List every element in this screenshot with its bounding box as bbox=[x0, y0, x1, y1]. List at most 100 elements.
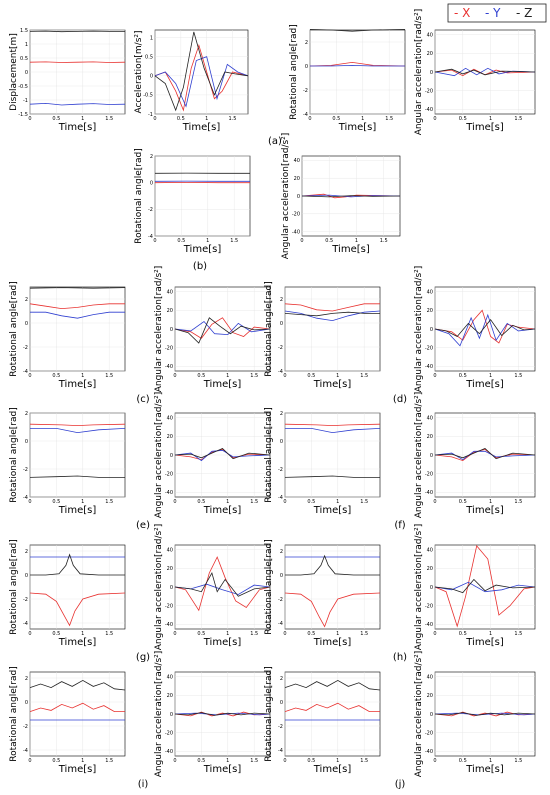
y-tick-label: -2 bbox=[23, 467, 28, 473]
x-tick-label: 0.5 bbox=[459, 116, 467, 122]
y-tick-label: 0 bbox=[430, 585, 433, 591]
x-tick-label: 0.5 bbox=[52, 373, 60, 379]
x-axis-label: Time[s] bbox=[313, 379, 352, 390]
series-line-y bbox=[434, 581, 536, 593]
y-tick-label: -40 bbox=[165, 490, 173, 496]
series-line-x bbox=[434, 545, 536, 628]
y-axis-label: Rotational angle[rad] bbox=[264, 407, 274, 502]
series-line-y bbox=[30, 311, 125, 319]
plot-frame bbox=[29, 544, 126, 630]
y-tick-label: 2 bbox=[280, 549, 283, 555]
y-tick-label: 2 bbox=[280, 676, 283, 682]
y-axis-label: Rotational angle[rad] bbox=[264, 281, 274, 376]
y-axis-label: Angular acceleration[rad/s²] bbox=[414, 266, 424, 393]
y-tick-label: -4 bbox=[23, 748, 28, 754]
label-e: (e) bbox=[136, 520, 150, 531]
y-tick-label: 0 bbox=[280, 700, 283, 706]
x-axis-label: Time[s] bbox=[203, 764, 242, 775]
legend-entry-y: - Y bbox=[485, 6, 501, 20]
y-axis-label: Rotational angle[rad] bbox=[9, 539, 19, 634]
label-f: (f) bbox=[394, 520, 405, 531]
x-tick-label: 0 bbox=[433, 116, 436, 122]
series-line-y bbox=[434, 450, 536, 461]
series-line-z bbox=[284, 311, 380, 317]
x-tick-label: 1 bbox=[489, 373, 492, 379]
y-tick-label: -4 bbox=[23, 495, 28, 501]
y-axis-label: Rotational angle[rad] bbox=[289, 24, 299, 119]
series-line-z bbox=[434, 712, 536, 716]
panel-c2: -40 -20 0 20 40 0 0.5 1 1.5 Time[s] Angular accele… bbox=[154, 266, 271, 393]
x-tick-label: 0.5 bbox=[52, 631, 60, 637]
x-axis-label: Time[s] bbox=[58, 379, 97, 390]
x-axis-label: Time[s] bbox=[465, 505, 504, 516]
series-line-y bbox=[434, 313, 536, 347]
y-tick-label: 1 bbox=[150, 35, 153, 41]
x-tick-label: 1.5 bbox=[514, 758, 522, 764]
series-line-z bbox=[434, 319, 536, 337]
x-tick-label: 0 bbox=[433, 631, 436, 637]
x-tick-label: 1.5 bbox=[360, 758, 368, 764]
y-tick-label: 2 bbox=[305, 40, 308, 46]
y-tick-label: -4 bbox=[23, 621, 28, 627]
x-tick-label: 1.5 bbox=[250, 499, 258, 505]
y-tick-label: -2 bbox=[278, 345, 283, 351]
y-tick-label: 2 bbox=[25, 676, 28, 682]
x-tick-label: 1 bbox=[336, 499, 339, 505]
y-axis-label: Acceleration[m/s²] bbox=[134, 30, 144, 113]
x-tick-label: 0 bbox=[433, 758, 436, 764]
y-tick-label: 20 bbox=[427, 308, 433, 314]
label-g: (g) bbox=[136, 652, 150, 663]
y-axis-label: Rotational angle[rad] bbox=[9, 666, 19, 761]
x-tick-label: 1.5 bbox=[380, 238, 388, 244]
x-axis-label: Time[s] bbox=[58, 764, 97, 775]
x-tick-label: 0 bbox=[173, 631, 176, 637]
x-axis-label: Time[s] bbox=[182, 122, 221, 133]
y-tick-label: 0 bbox=[280, 321, 283, 327]
y-tick-label: 1.5 bbox=[20, 28, 28, 34]
x-axis-label: Time[s] bbox=[203, 637, 242, 648]
y-tick-label: -20 bbox=[425, 345, 433, 351]
x-tick-label: 0.5 bbox=[459, 499, 467, 505]
panel-j1: -4 -2 0 2 0 0.5 1 1.5 Time[s] Rotational angle[ra… bbox=[264, 666, 381, 775]
y-tick-label: -4 bbox=[23, 369, 28, 375]
y-tick-label: 20 bbox=[167, 566, 173, 572]
series-line-x bbox=[29, 61, 126, 63]
x-axis-label: Time[s] bbox=[465, 379, 504, 390]
y-axis-label: Angular acceleration[rad/s²] bbox=[154, 266, 164, 393]
x-tick-label: 1 bbox=[489, 758, 492, 764]
x-tick-label: 1.5 bbox=[105, 758, 113, 764]
x-tick-label: 0.5 bbox=[325, 238, 333, 244]
panel-g1: -4 -2 0 2 0 0.5 1 1.5 Time[s] Rotational angle[ra… bbox=[9, 539, 126, 648]
y-axis-label: Angular acceleration[rad/s²] bbox=[154, 392, 164, 519]
x-tick-label: 0.5 bbox=[197, 373, 205, 379]
x-tick-label: 1.5 bbox=[250, 373, 258, 379]
y-axis-label: Rotational angle[rad] bbox=[264, 666, 274, 761]
series-line-z bbox=[29, 475, 125, 478]
y-tick-label: 1 bbox=[25, 42, 28, 48]
y-tick-label: -1 bbox=[148, 112, 153, 118]
panel-i1: -4 -2 0 2 0 0.5 1 1.5 Time[s] Rotational angle[ra… bbox=[9, 666, 126, 775]
label-c: (c) bbox=[136, 394, 149, 405]
y-axis-label: Angular acceleration[rad/s²] bbox=[154, 524, 164, 651]
x-axis-label: Time[s] bbox=[338, 122, 377, 133]
y-tick-label: 0 bbox=[25, 321, 28, 327]
y-tick-label: 0 bbox=[25, 70, 28, 76]
x-tick-label: 0 bbox=[28, 499, 31, 505]
x-tick-label: 1.5 bbox=[105, 116, 113, 122]
x-tick-label: 0 bbox=[283, 631, 286, 637]
y-tick-label: -20 bbox=[165, 471, 173, 477]
label-h: (h) bbox=[393, 652, 407, 663]
y-tick-label: 2 bbox=[25, 411, 28, 417]
y-tick-label: 0 bbox=[430, 712, 433, 718]
series-line-y bbox=[174, 320, 271, 336]
y-tick-label: 0 bbox=[150, 180, 153, 186]
x-tick-label: 0.5 bbox=[177, 116, 185, 122]
x-axis-label: Time[s] bbox=[58, 122, 97, 133]
x-axis-label: Time[s] bbox=[58, 505, 97, 516]
y-tick-label: -4 bbox=[278, 369, 283, 375]
x-tick-label: 1 bbox=[205, 116, 208, 122]
series-line-y bbox=[434, 712, 536, 716]
panel-d1: -4 -2 0 2 0 0.5 1 1.5 Time[s] Rotational angle[ra… bbox=[264, 281, 381, 390]
x-axis-label: Time[s] bbox=[183, 244, 222, 255]
y-axis-label: Angular acceleration[rad/s²] bbox=[281, 133, 291, 260]
